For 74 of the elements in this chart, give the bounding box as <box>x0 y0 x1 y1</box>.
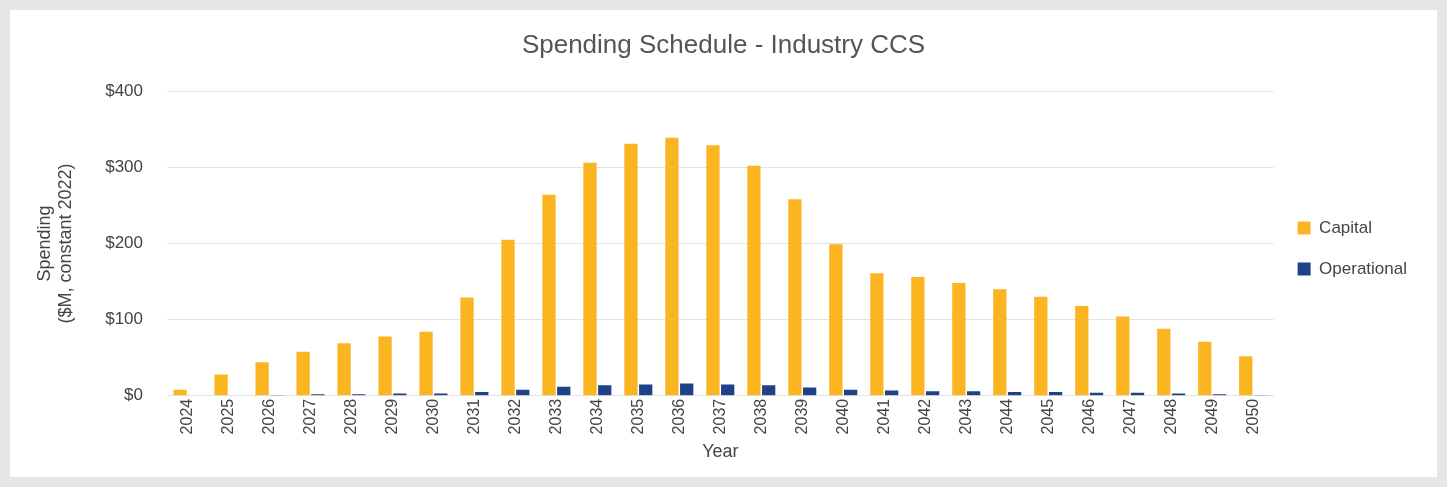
y-tick-label: $200 <box>105 233 144 253</box>
x-tick-label: 2042 <box>915 398 933 435</box>
x-tick-label: 2024 <box>177 398 195 435</box>
bar <box>557 386 571 396</box>
x-tick-label: 2026 <box>259 398 277 435</box>
x-tick-label: 2029 <box>382 398 400 435</box>
bar <box>829 244 843 396</box>
x-axis-title: Year <box>702 441 739 462</box>
y-tick-label: $100 <box>105 309 144 329</box>
bar <box>952 283 966 396</box>
bar <box>665 137 679 396</box>
bar <box>966 391 981 396</box>
bar <box>925 391 940 396</box>
bar <box>542 194 556 396</box>
bar <box>598 385 612 396</box>
bar <box>1116 316 1130 396</box>
x-tick-label: 2048 <box>1161 398 1179 435</box>
bar <box>870 273 884 396</box>
bar <box>296 351 310 396</box>
bar <box>1198 341 1212 396</box>
x-tick-label: 2025 <box>218 398 236 435</box>
x-tick-label: 2046 <box>1079 398 1097 435</box>
bar <box>762 385 776 396</box>
x-tick-label: 2049 <box>1202 398 1220 435</box>
x-tick-label: 2050 <box>1243 398 1261 435</box>
x-tick-label: 2038 <box>751 398 769 435</box>
x-tick-label: 2039 <box>792 398 810 435</box>
x-tick-label: 2040 <box>833 398 851 435</box>
bar <box>214 374 228 396</box>
x-tick-label: 2028 <box>341 398 359 435</box>
bar <box>255 362 269 396</box>
y-tick-label: $400 <box>105 80 144 100</box>
x-tick-label: 2030 <box>423 398 441 435</box>
chart-title: Spending Schedule - Industry CCS <box>521 28 926 59</box>
bar <box>1034 296 1048 396</box>
bar <box>993 289 1007 396</box>
bar <box>1157 328 1171 396</box>
bar <box>1075 305 1089 396</box>
bar <box>173 389 187 396</box>
bar <box>721 384 735 396</box>
bar <box>624 143 638 396</box>
bar <box>460 297 474 396</box>
x-tick-label: 2035 <box>628 398 646 435</box>
x-tick-label: 2045 <box>1038 398 1056 435</box>
x-tick-label: 2043 <box>956 398 974 435</box>
bar <box>583 162 597 396</box>
bar <box>419 331 433 396</box>
x-tick-label: 2044 <box>997 398 1015 435</box>
x-tick-label: 2047 <box>1120 398 1138 435</box>
x-tick-label: 2034 <box>587 398 605 435</box>
x-tick-label: 2036 <box>669 398 687 435</box>
bar <box>706 145 720 396</box>
x-tick-label: 2027 <box>300 398 318 435</box>
y-axis-title: Spending ($M, constant 2022) <box>33 163 76 324</box>
x-tick-label: 2031 <box>464 398 482 435</box>
bar <box>337 343 351 396</box>
bar <box>378 336 392 396</box>
bar <box>1239 356 1253 396</box>
bar <box>501 239 515 396</box>
x-tick-label: 2037 <box>710 398 728 435</box>
bar <box>911 277 925 396</box>
bar <box>680 383 694 396</box>
bar <box>803 387 817 396</box>
x-tick-label: 2041 <box>874 398 892 435</box>
bar <box>884 390 899 396</box>
legend-label: Capital <box>1319 217 1373 237</box>
bar <box>788 199 802 396</box>
y-tick-label: $300 <box>105 157 144 177</box>
legend-label: Operational <box>1319 258 1407 278</box>
x-tick-label: 2033 <box>546 398 564 435</box>
bar <box>747 165 761 396</box>
x-tick-label: 2032 <box>505 398 523 435</box>
bar <box>639 384 653 396</box>
y-tick-label: $0 <box>124 385 144 405</box>
